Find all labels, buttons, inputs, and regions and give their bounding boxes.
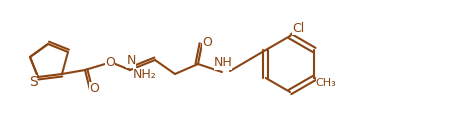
Text: Cl: Cl bbox=[292, 22, 304, 34]
Text: NH₂: NH₂ bbox=[133, 67, 157, 81]
Text: S: S bbox=[29, 75, 37, 89]
Text: CH₃: CH₃ bbox=[316, 78, 337, 88]
Text: NH: NH bbox=[213, 56, 232, 70]
Text: O: O bbox=[105, 55, 115, 69]
Text: N: N bbox=[126, 55, 136, 67]
Text: O: O bbox=[202, 36, 212, 48]
Text: O: O bbox=[89, 81, 99, 95]
